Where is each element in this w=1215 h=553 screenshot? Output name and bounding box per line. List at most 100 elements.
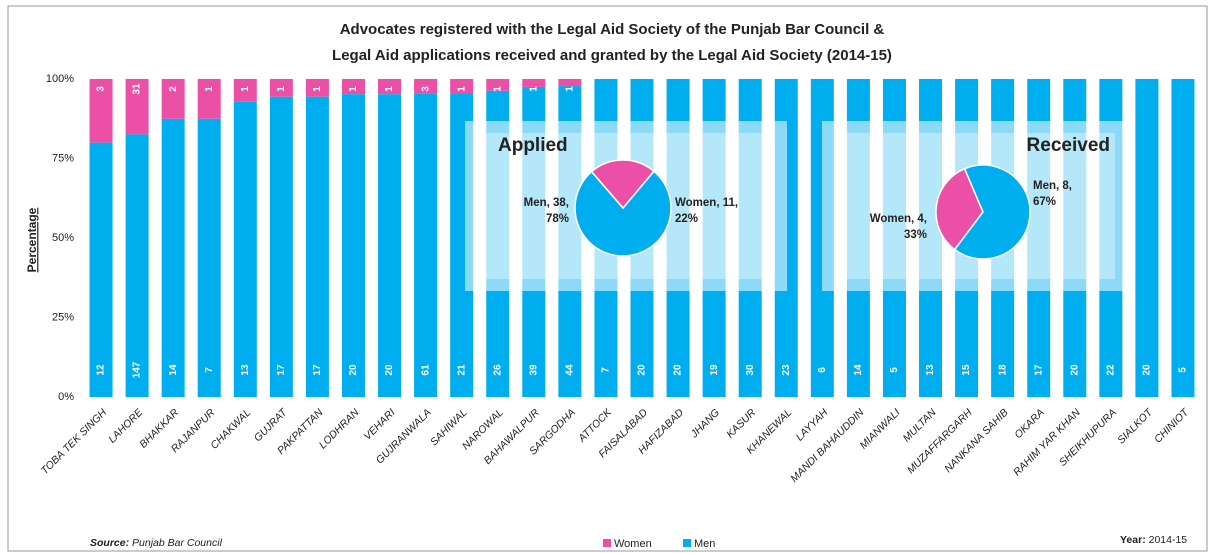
bar-segment	[233, 101, 257, 397]
pie-label: Women, 4, 33%	[870, 213, 927, 241]
bar-segment	[450, 79, 474, 94]
pie-slice	[935, 167, 984, 251]
legend-swatch	[603, 539, 611, 547]
data-label: 20	[1069, 364, 1080, 376]
data-label: 1	[276, 86, 287, 92]
bar-segment	[233, 79, 257, 102]
data-label: 1	[492, 86, 503, 92]
bar-segment	[269, 79, 293, 97]
data-label: 30	[745, 364, 756, 376]
bar-segment	[341, 94, 365, 398]
data-label: 17	[312, 364, 323, 376]
y-tick-label: 0%	[58, 391, 74, 403]
pie-label: Men, 8, 67%	[1033, 180, 1072, 208]
data-label: 5	[1178, 367, 1189, 373]
y-tick-label: 50%	[52, 232, 74, 244]
data-label: 61	[420, 364, 431, 376]
data-label: 23	[781, 364, 792, 376]
data-label: 3	[420, 86, 431, 92]
bar-segment	[1135, 79, 1159, 397]
legend-swatch	[683, 539, 691, 547]
chart-title: Legal Aid applications received and gran…	[332, 47, 892, 64]
bar-segment	[378, 79, 402, 95]
source: Source: Punjab Bar Council	[90, 537, 223, 549]
pie-label-line: 33%	[904, 229, 927, 241]
bar-segment	[89, 79, 113, 143]
bar-segment	[414, 79, 438, 94]
pie-label: Men, 38, 78%	[524, 197, 569, 225]
bar-segment	[197, 118, 221, 397]
pie-label-line: 78%	[546, 213, 569, 225]
chart-title: Advocates registered with the Legal Aid …	[340, 21, 885, 38]
data-label: 17	[276, 364, 287, 376]
bar-segment	[486, 79, 510, 91]
bar-segment	[161, 79, 185, 119]
data-label: 1	[456, 86, 467, 92]
data-label: 5	[889, 367, 900, 373]
pie-label-line: 67%	[1033, 196, 1056, 208]
y-tick-label: 25%	[52, 311, 74, 323]
data-label: 44	[565, 364, 576, 376]
source-label: Source:	[90, 537, 129, 549]
pie-label-line: Women, 11,	[675, 197, 738, 209]
bar-segment	[161, 118, 185, 397]
data-label: 26	[492, 364, 503, 376]
bar-segment	[305, 79, 329, 97]
bar-segment	[125, 134, 149, 397]
data-label: 1	[312, 86, 323, 92]
y-tick-label: 100%	[46, 73, 74, 85]
pie-slice	[590, 159, 655, 210]
data-label: 7	[204, 367, 215, 373]
data-label: 1	[348, 86, 359, 92]
data-label: 19	[709, 364, 720, 376]
pie-slice	[574, 170, 672, 257]
data-label: 2	[168, 86, 179, 92]
bar-segment	[305, 96, 329, 398]
data-label: 20	[348, 364, 359, 376]
data-label: 6	[817, 367, 828, 373]
data-label: 21	[456, 364, 467, 376]
data-label: 20	[637, 364, 648, 376]
data-label: 20	[1142, 364, 1153, 376]
bar-segment	[89, 142, 113, 397]
legend-label: Women	[614, 538, 652, 550]
bar-segment	[378, 94, 402, 398]
data-label: 14	[853, 364, 864, 376]
source-text: Punjab Bar Council	[132, 537, 223, 549]
pie-label-line: 22%	[675, 213, 698, 225]
year-text: 2014-15	[1149, 534, 1188, 546]
data-label: 147	[132, 361, 143, 378]
data-label: 12	[96, 364, 107, 376]
data-label: 1	[565, 86, 576, 92]
bar-segment	[522, 79, 546, 87]
data-label: 1	[240, 86, 251, 92]
data-label: 1	[384, 86, 395, 92]
data-label: 7	[601, 367, 612, 373]
data-label: 1	[528, 86, 539, 92]
data-label: 13	[925, 364, 936, 376]
data-label: 20	[384, 364, 395, 376]
bar-segment	[197, 79, 221, 119]
year-label: Year:	[1120, 534, 1146, 546]
y-tick-label: 75%	[52, 152, 74, 164]
bar-segment	[125, 79, 149, 135]
data-label: 31	[132, 83, 143, 95]
data-label: 13	[240, 364, 251, 376]
y-axis-label: Percentage	[25, 207, 39, 272]
data-label: 3	[96, 86, 107, 92]
bar-segment	[341, 79, 365, 95]
data-label: 20	[673, 364, 684, 376]
pie-label: Women, 11, 22%	[675, 197, 738, 225]
pie-label-line: Men, 38,	[524, 197, 569, 209]
pie-title: Applied	[498, 135, 568, 156]
pie-label-line: Women, 4,	[870, 213, 927, 225]
bar-segment	[414, 93, 438, 397]
data-label: 1	[204, 86, 215, 92]
bar-segment	[1171, 79, 1195, 397]
year: Year: 2014-15	[1120, 534, 1187, 546]
bar-segment	[558, 79, 582, 87]
legend-label: Men	[694, 538, 715, 550]
pie-title: Received	[1027, 135, 1110, 156]
pie-label-line: Men, 8,	[1033, 180, 1072, 192]
